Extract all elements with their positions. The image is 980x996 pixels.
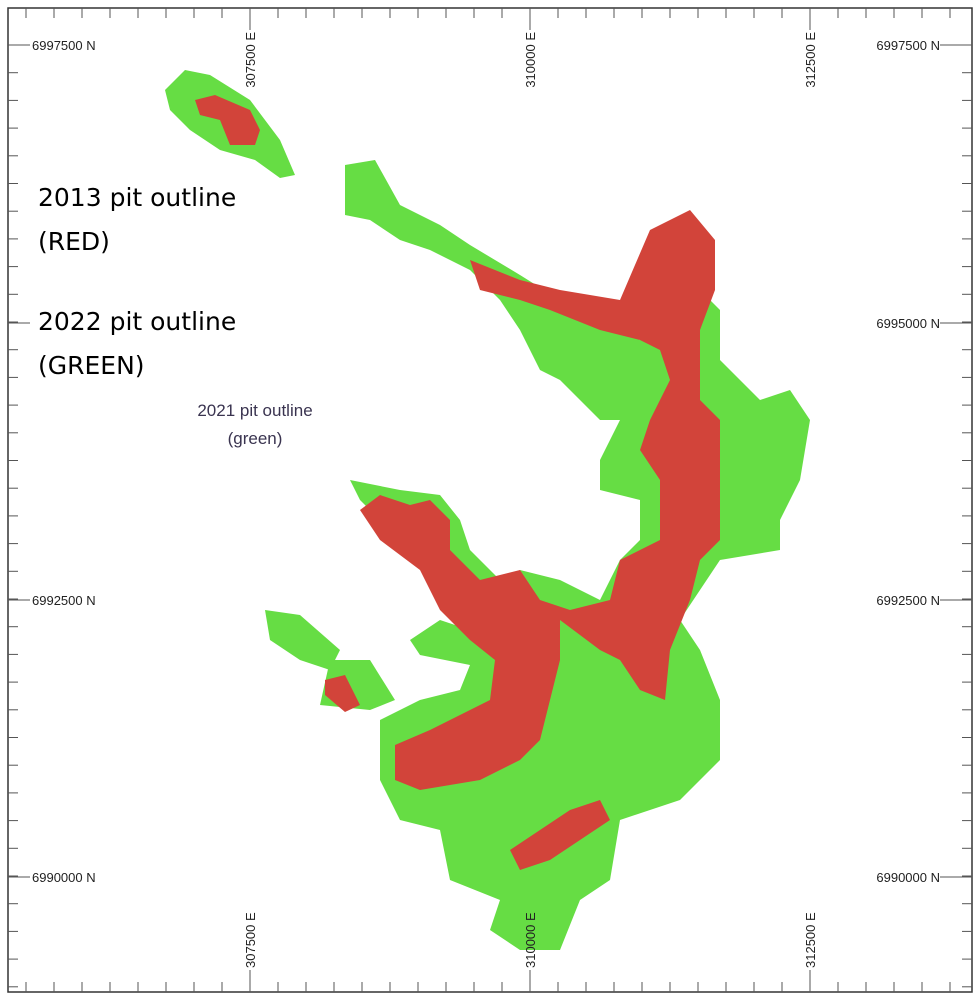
northing-label: 6990000 N [32,870,96,885]
northing-label: 6997500 N [876,38,940,53]
northing-label: 6992500 N [876,593,940,608]
northing-label: 6990000 N [876,870,940,885]
easting-label: 312500 E [803,912,818,968]
easting-label: 307500 E [243,32,258,88]
easting-label: 307500 E [243,912,258,968]
annotation: 2022 pit outline [38,307,236,336]
frame-ticks [8,8,972,992]
easting-label: 310000 E [523,912,538,968]
annotation: (green) [228,429,283,448]
northing-label: 6992500 N [32,593,96,608]
annotation: 2013 pit outline [38,183,236,212]
annotation: 2021 pit outline [197,401,312,420]
annotation: (RED) [38,227,110,256]
pit-outline-red [195,95,720,870]
northing-label: 6997500 N [32,38,96,53]
easting-label: 312500 E [803,32,818,88]
annotation: (GREEN) [38,351,145,380]
easting-label: 310000 E [523,32,538,88]
northing-label: 6995000 N [876,316,940,331]
